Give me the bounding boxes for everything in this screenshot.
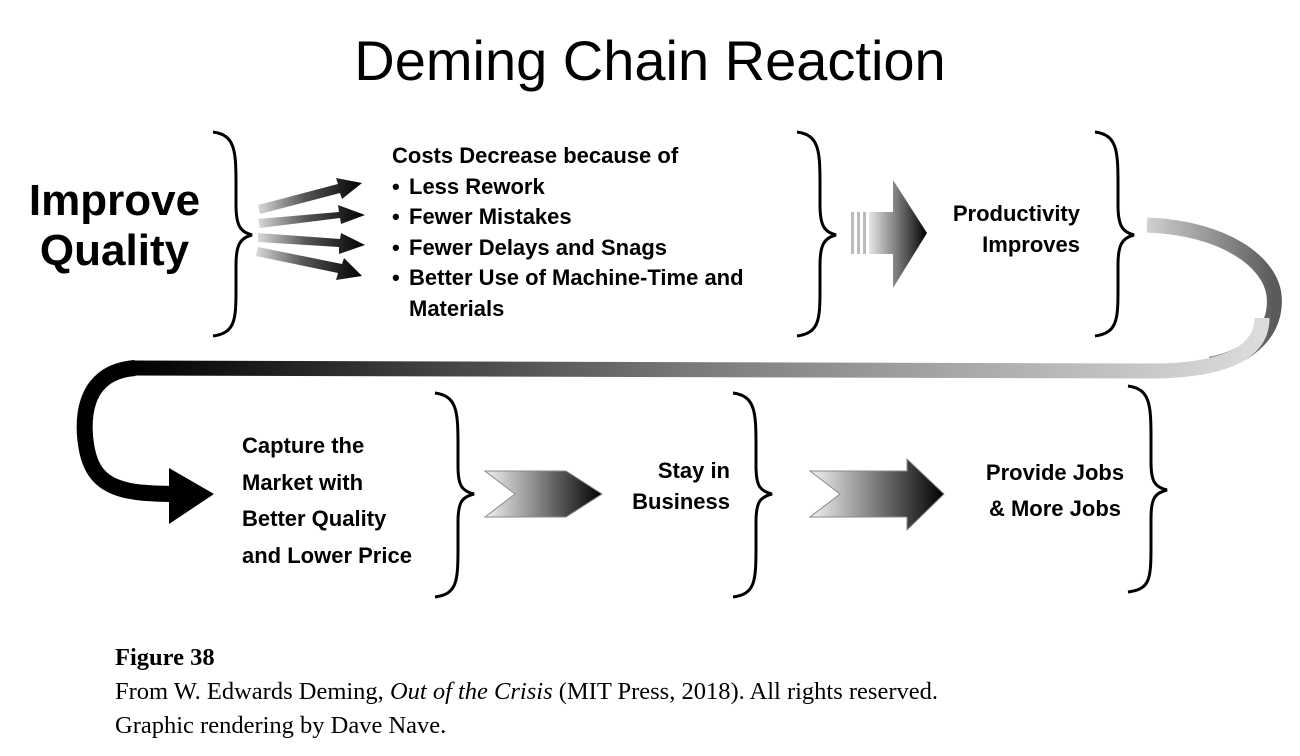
fan-arrow-2: [258, 205, 365, 228]
chevron-arrow-stay: [483, 470, 603, 518]
fan-arrow-1: [258, 178, 362, 214]
improve-quality-label: Improve Quality: [28, 176, 201, 275]
diagram-title: Deming Chain Reaction: [354, 29, 946, 92]
brace-productivity: [1094, 130, 1135, 338]
list-item: • Better Use of Machine-Time and: [392, 265, 744, 290]
book-title: Out of the Crisis: [389, 678, 553, 705]
costs-list: • Less Rework • Fewer Mistakes • Fewer Dela…: [392, 172, 744, 325]
brace-costs: [796, 130, 837, 338]
figure-number: Figure 38: [115, 644, 215, 671]
list-item: • Fewer Mistakes: [392, 204, 572, 229]
productivity-label: Productivity Improves: [952, 201, 1080, 257]
brace-jobs: [1127, 384, 1168, 594]
list-item-continued: Materials: [409, 295, 505, 321]
stay-in-business-label: Stay in Business: [632, 458, 730, 514]
fan-arrows: [256, 178, 365, 280]
costs-block: Costs Decrease because of • Less Rework •…: [392, 141, 744, 324]
capture-market-label: Capture the Market with Better Quality a…: [242, 433, 412, 568]
brace-stay: [732, 391, 773, 599]
return-arrow: [76, 217, 1282, 524]
return-arrow-head: [169, 468, 214, 524]
figure-caption: Figure 38 From W. Edwards Deming, Out of…: [115, 641, 1195, 743]
chevron-arrow-jobs: [808, 457, 945, 532]
return-arrow-curve: [76, 360, 181, 502]
brace-capture: [434, 391, 475, 599]
costs-heading: Costs Decrease because of: [392, 143, 679, 168]
list-item: • Fewer Delays and Snags: [392, 234, 667, 260]
list-item: • Less Rework: [392, 173, 545, 199]
figure-credit: Graphic rendering by Dave Nave.: [115, 712, 447, 739]
figure-source: From W. Edwards Deming, Out of the Crisi…: [115, 678, 938, 705]
fan-arrow-4: [256, 247, 362, 280]
brace-improve-quality: [212, 130, 253, 338]
block-arrow-productivity: [851, 180, 927, 288]
fan-arrow-3: [258, 233, 365, 254]
return-arrow-long: [129, 317, 1270, 379]
provide-jobs-label: Provide Jobs & More Jobs: [985, 460, 1125, 521]
